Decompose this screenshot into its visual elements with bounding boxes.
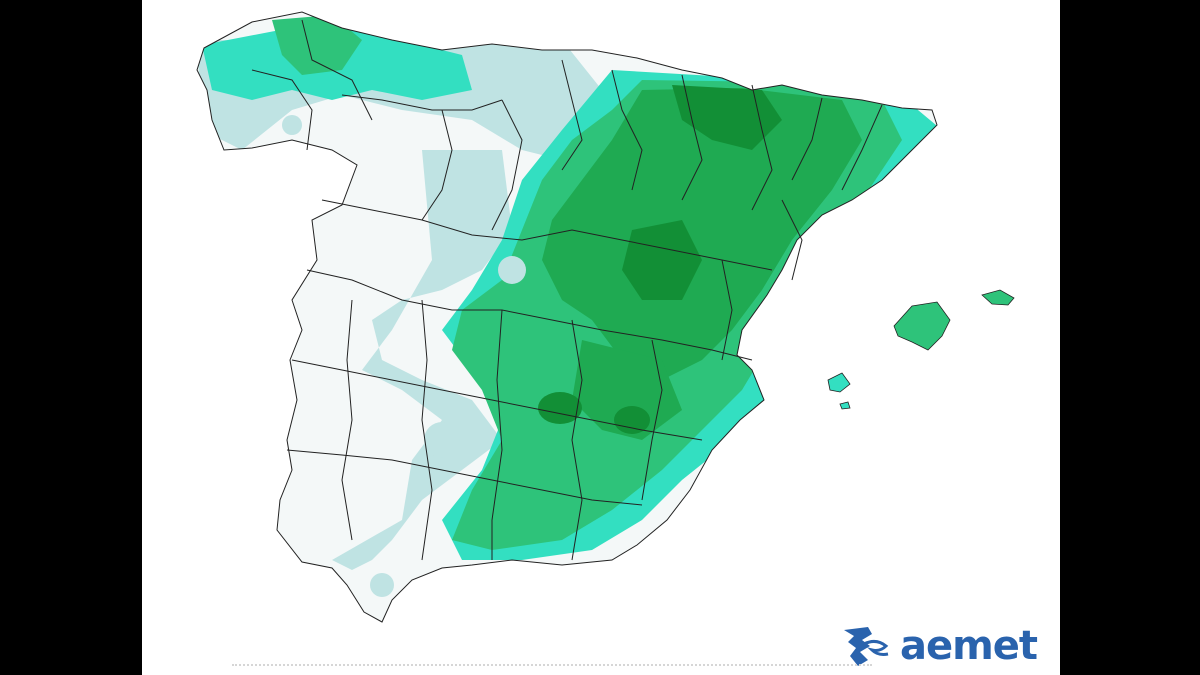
balearic-islands (827, 289, 1015, 410)
zone-green (572, 340, 682, 440)
zone-dark-green (622, 220, 702, 300)
map-frame: aemet (142, 0, 1060, 675)
pale-spot (370, 573, 394, 597)
precipitation-layers (197, 15, 937, 597)
island-formentera (839, 401, 851, 410)
pale-spot (498, 256, 526, 284)
precipitation-map (196, 11, 1015, 623)
zone-green (542, 88, 862, 380)
island-menorca (981, 289, 1015, 306)
zone-medium-green (272, 15, 362, 75)
aemet-logo-icon (844, 627, 889, 666)
faint-footnote-line (232, 664, 872, 674)
zone-pale-blue (332, 150, 512, 570)
zone-dark-green (614, 406, 650, 434)
aemet-logo-text: aemet (900, 623, 1038, 669)
province-borders (196, 11, 938, 623)
aemet-logo: aemet (842, 622, 1042, 670)
island-ibiza (827, 372, 851, 393)
zone-dark-green (672, 85, 782, 150)
pale-spot (282, 115, 302, 135)
island-mallorca (893, 301, 951, 351)
pale-spot (424, 422, 460, 458)
